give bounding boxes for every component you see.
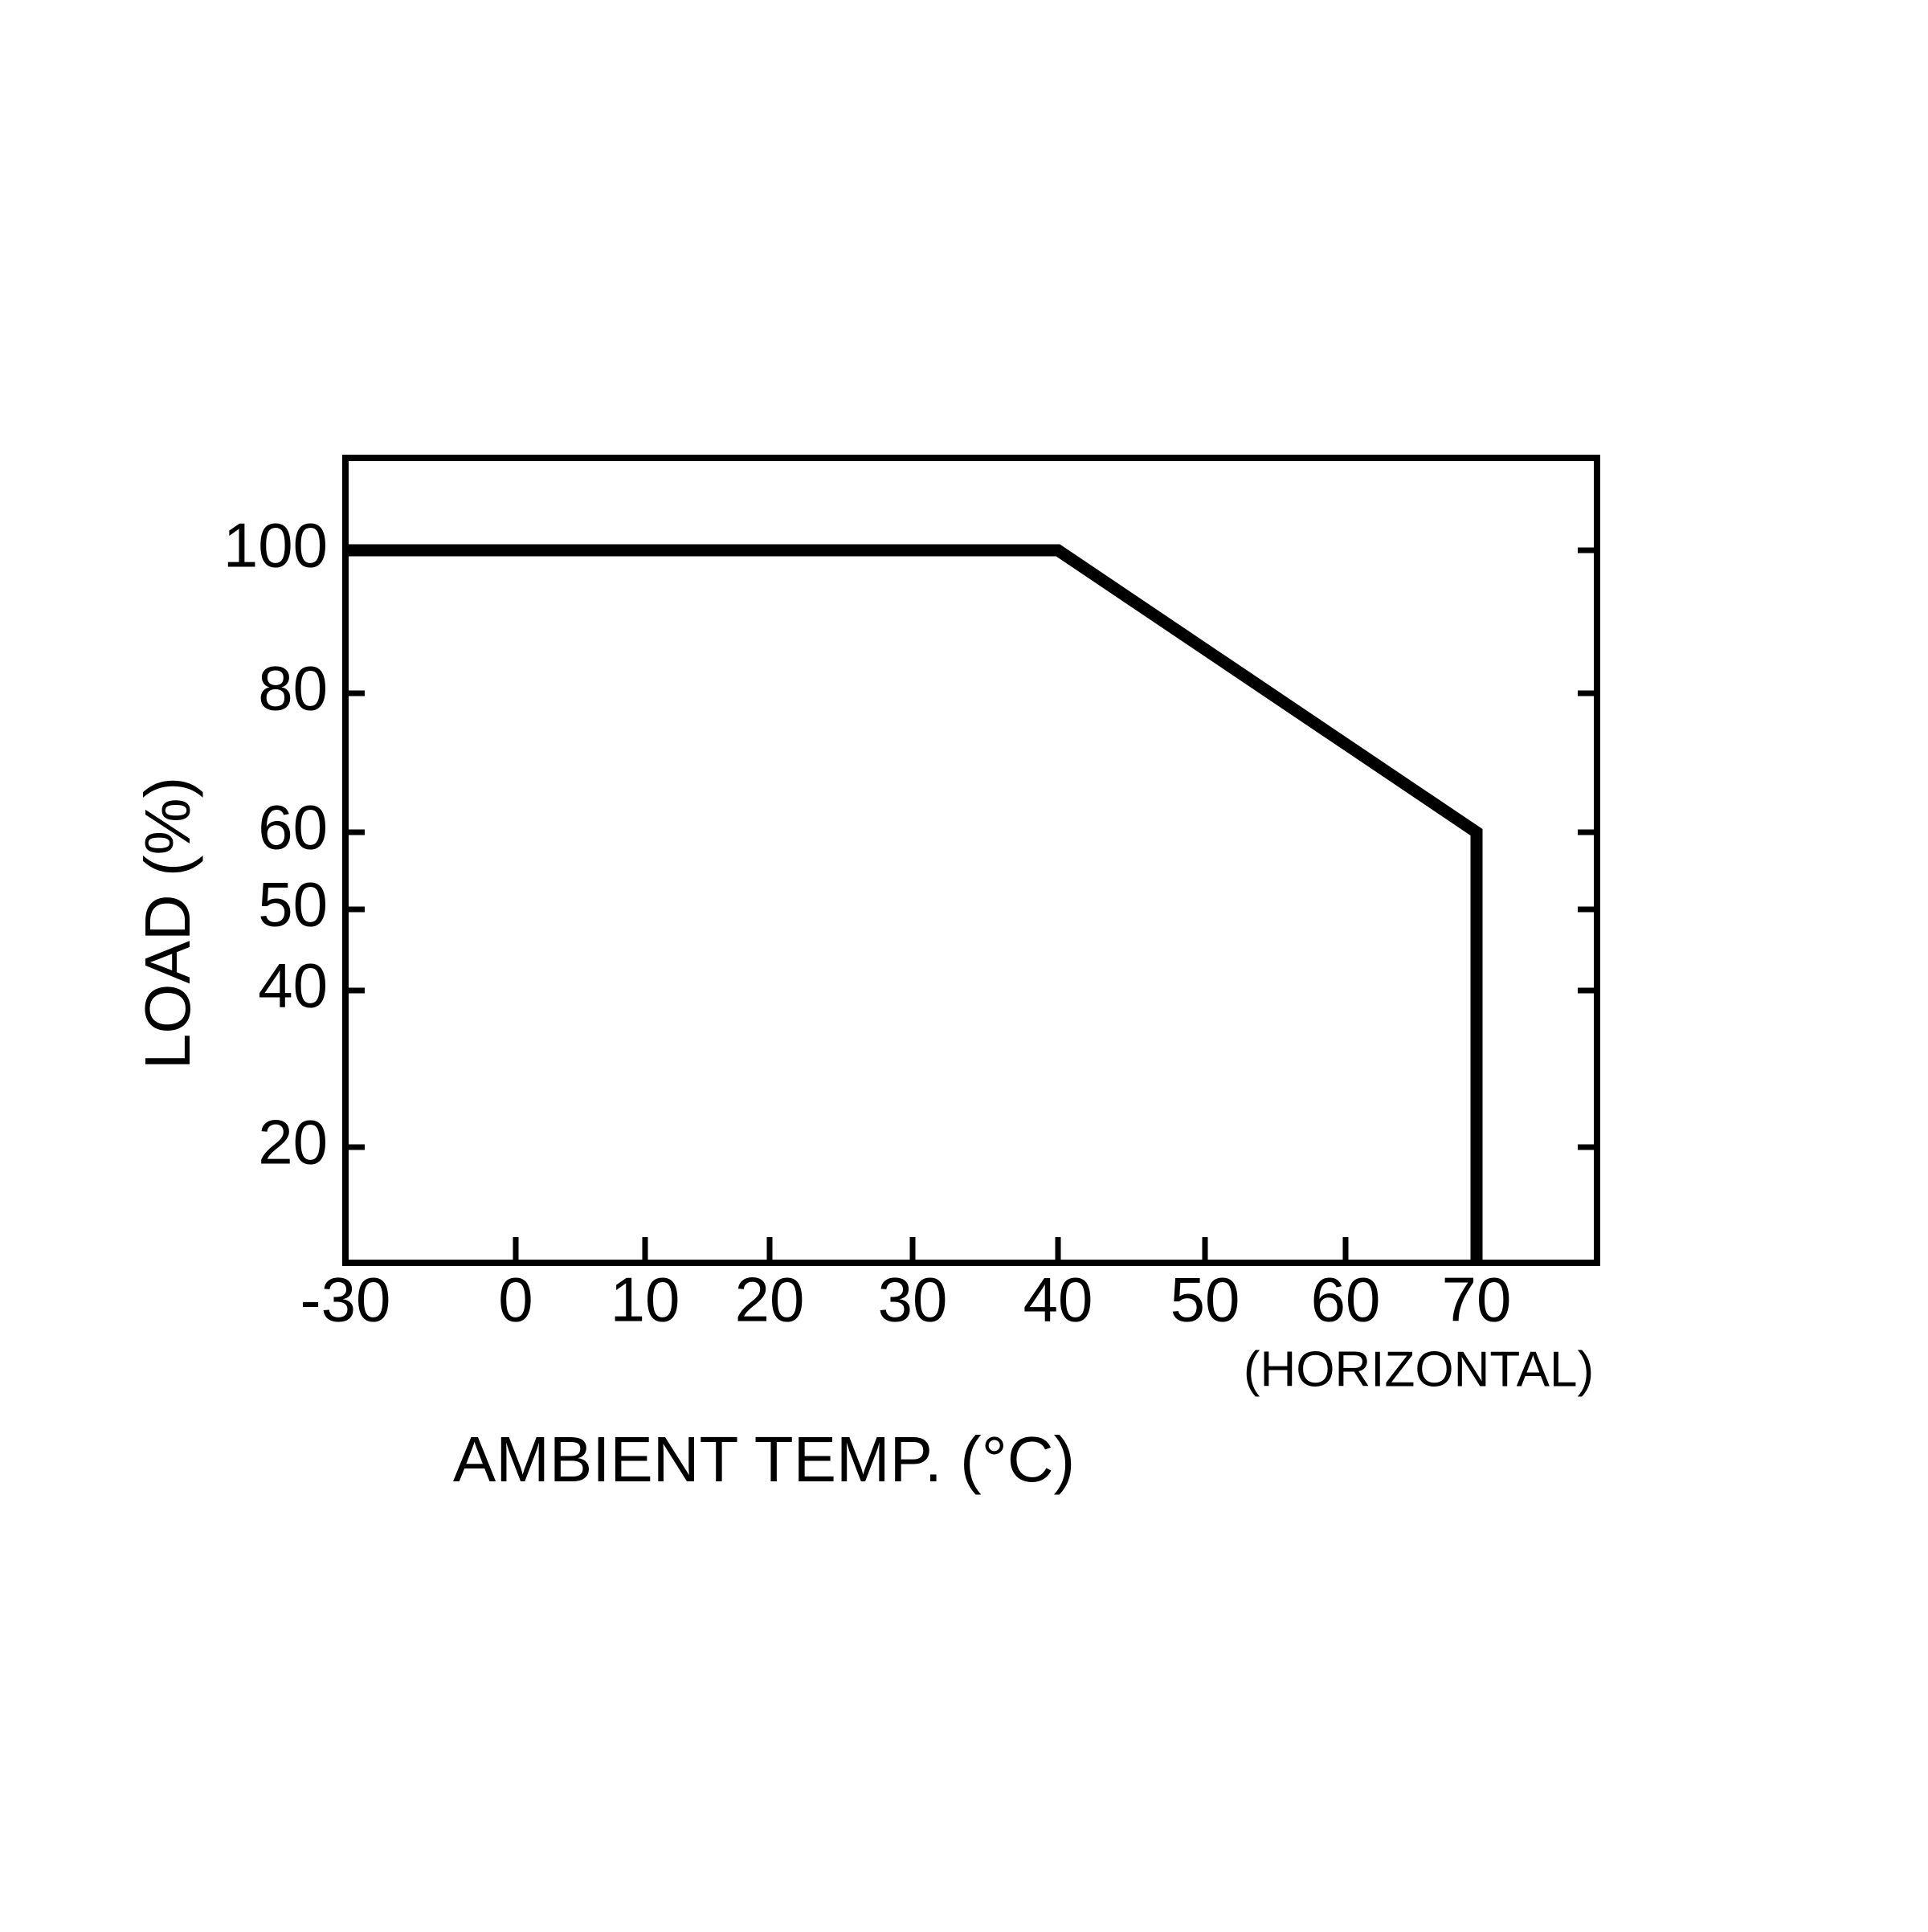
plot-frame	[342, 455, 1600, 1266]
y-tick-label: 40	[258, 950, 328, 1021]
x-axis-title: AMBIENT TEMP. (°C)	[453, 1423, 1075, 1495]
y-tick-label: 80	[258, 653, 328, 724]
x-tick-label: 40	[1023, 1264, 1093, 1335]
annotation: (HORIZONTAL)	[1244, 1342, 1594, 1397]
x-tick-label: 20	[735, 1264, 805, 1335]
x-tick-label: 10	[611, 1264, 680, 1335]
x-tick-label: 70	[1442, 1264, 1512, 1335]
x-tick-label: 60	[1311, 1264, 1381, 1335]
y-tick-label: 20	[258, 1107, 328, 1178]
x-tick-label: -30	[300, 1264, 391, 1335]
x-tick-label: 30	[878, 1264, 948, 1335]
y-tick-label: 100	[223, 510, 328, 581]
x-tick-label: 50	[1170, 1264, 1240, 1335]
y-axis-title: LOAD (%)	[132, 777, 203, 1070]
y-tick-label: 50	[258, 869, 328, 940]
x-tick-label: 0	[498, 1264, 533, 1335]
y-tick-label: 60	[258, 792, 328, 863]
data-line	[345, 544, 1483, 1263]
